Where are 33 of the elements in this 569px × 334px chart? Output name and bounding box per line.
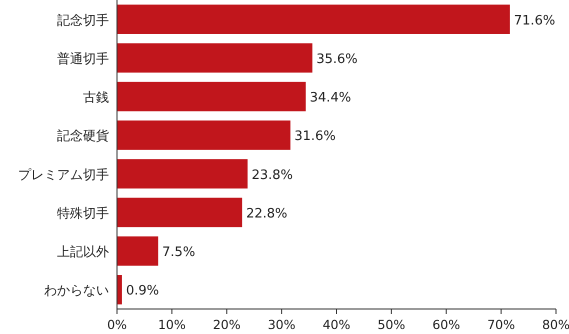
- x-tick-label: 60%: [432, 317, 460, 332]
- bar: [117, 198, 242, 228]
- x-tick-label: 40%: [322, 317, 351, 332]
- y-tick-label: 普通切手: [57, 50, 109, 67]
- data-label: 31.6%: [294, 129, 336, 144]
- data-label: 7.5%: [162, 245, 196, 260]
- bar: [117, 82, 306, 112]
- data-label: 34.4%: [310, 90, 352, 106]
- x-tick-label: 20%: [212, 317, 241, 332]
- x-tick-label: 30%: [268, 317, 296, 332]
- y-tick-label: プレミアム切手: [18, 168, 109, 183]
- x-tick-label: 70%: [487, 317, 516, 332]
- data-label: 22.8%: [246, 206, 288, 222]
- data-label: 0.9%: [126, 284, 159, 299]
- bar: [117, 159, 248, 188]
- bar: [117, 43, 312, 73]
- x-tick-label: 50%: [377, 317, 406, 332]
- bar: [117, 275, 122, 304]
- bar: [117, 4, 510, 34]
- y-tick-label: 上記以外: [57, 245, 109, 260]
- data-label: 71.6%: [514, 13, 556, 28]
- y-tick-label: 記念硬貨: [57, 129, 109, 144]
- x-tick-label: 80%: [542, 317, 569, 332]
- y-tick-label: 古銭: [83, 90, 109, 106]
- data-label: 35.6%: [316, 52, 358, 67]
- y-tick-label: わからない: [44, 284, 109, 299]
- bar: [117, 236, 158, 266]
- x-tick-label: 10%: [158, 317, 186, 332]
- data-label: 23.8%: [252, 168, 293, 183]
- y-tick-label: 特殊切手: [57, 206, 109, 222]
- x-tick-label: 0%: [107, 317, 128, 332]
- y-tick-label: 記念切手: [57, 13, 109, 28]
- bar: [117, 120, 290, 150]
